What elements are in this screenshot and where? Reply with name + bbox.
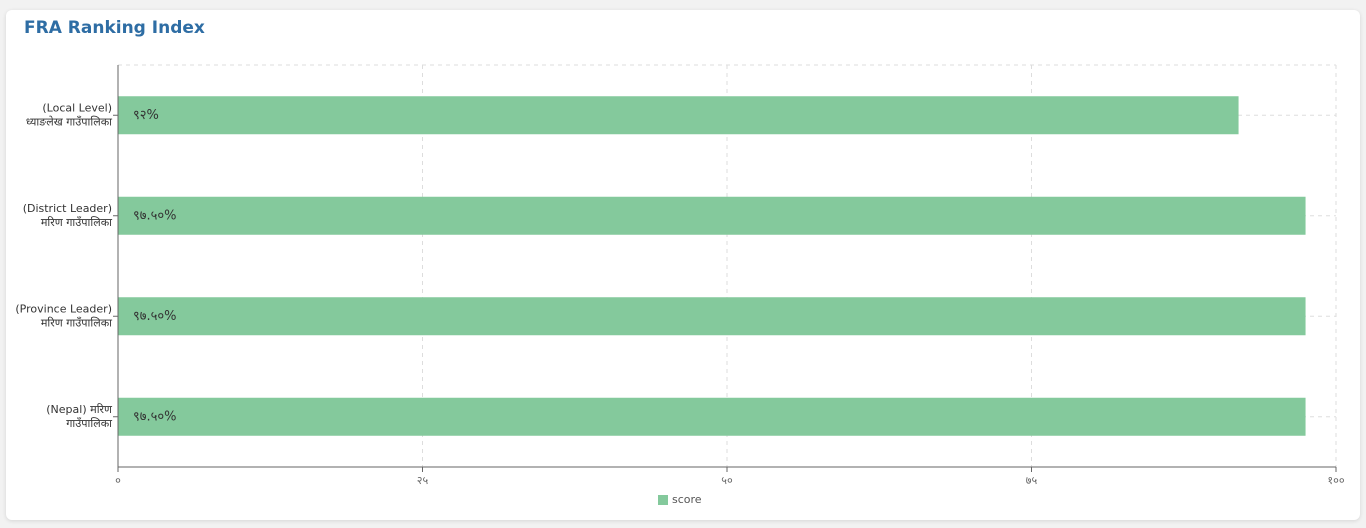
x-tick-label: १०० (1327, 474, 1344, 487)
bar (118, 297, 1306, 336)
bar (118, 196, 1306, 235)
data-label: ९७.५०% (133, 409, 177, 424)
x-tick-label: ७५ (1026, 474, 1038, 487)
data-label: ९२% (133, 108, 159, 123)
x-tick-label: ० (115, 474, 121, 487)
y-tick-label: (District Leader) मरिण गाउँपालिका (23, 202, 112, 229)
data-label: ९७.५०% (133, 208, 177, 223)
bar (118, 397, 1306, 436)
legend-swatch (658, 495, 668, 505)
x-tick-label: ५० (721, 474, 733, 487)
y-tick-label: (Province Leader) मरिण गाउँपालिका (15, 302, 112, 329)
legend-label: score (672, 493, 702, 506)
chart-title: FRA Ranking Index (24, 18, 205, 38)
y-tick-label: (Local Level) ध्याङलेख गाउँपालिका (22, 101, 112, 128)
data-label: ९७.५०% (133, 309, 177, 324)
y-tick-label: (Nepal) मरिण गाउँपालिका (46, 403, 113, 430)
bar (118, 96, 1239, 135)
x-tick-label: २५ (417, 474, 429, 487)
